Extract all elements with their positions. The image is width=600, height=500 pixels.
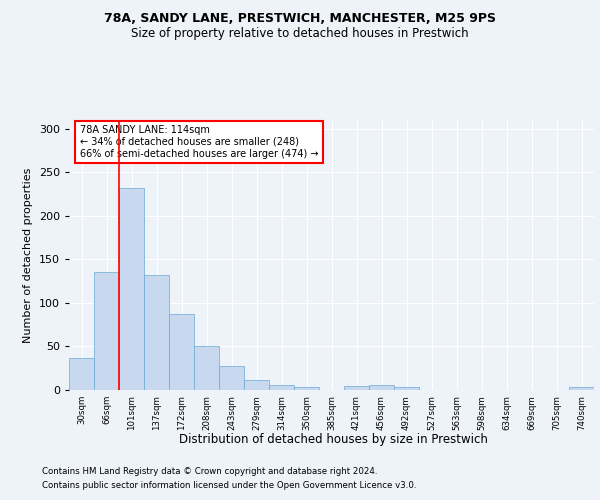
Bar xyxy=(369,385,394,390)
Bar xyxy=(169,314,194,390)
Text: Size of property relative to detached houses in Prestwich: Size of property relative to detached ho… xyxy=(131,28,469,40)
Bar xyxy=(94,272,119,390)
Bar xyxy=(119,188,144,390)
Text: Contains HM Land Registry data © Crown copyright and database right 2024.: Contains HM Land Registry data © Crown c… xyxy=(42,468,377,476)
Bar xyxy=(144,275,169,390)
Text: 78A SANDY LANE: 114sqm
← 34% of detached houses are smaller (248)
66% of semi-de: 78A SANDY LANE: 114sqm ← 34% of detached… xyxy=(79,126,318,158)
Text: 78A, SANDY LANE, PRESTWICH, MANCHESTER, M25 9PS: 78A, SANDY LANE, PRESTWICH, MANCHESTER, … xyxy=(104,12,496,26)
Bar xyxy=(194,346,219,390)
Bar xyxy=(219,366,244,390)
Bar xyxy=(344,386,369,390)
Text: Contains public sector information licensed under the Open Government Licence v3: Contains public sector information licen… xyxy=(42,481,416,490)
Bar xyxy=(394,388,419,390)
Bar xyxy=(569,388,594,390)
Y-axis label: Number of detached properties: Number of detached properties xyxy=(23,168,33,342)
Bar xyxy=(244,380,269,390)
Bar xyxy=(294,386,319,390)
Bar xyxy=(269,385,294,390)
Bar xyxy=(69,358,94,390)
Text: Distribution of detached houses by size in Prestwich: Distribution of detached houses by size … xyxy=(179,432,487,446)
